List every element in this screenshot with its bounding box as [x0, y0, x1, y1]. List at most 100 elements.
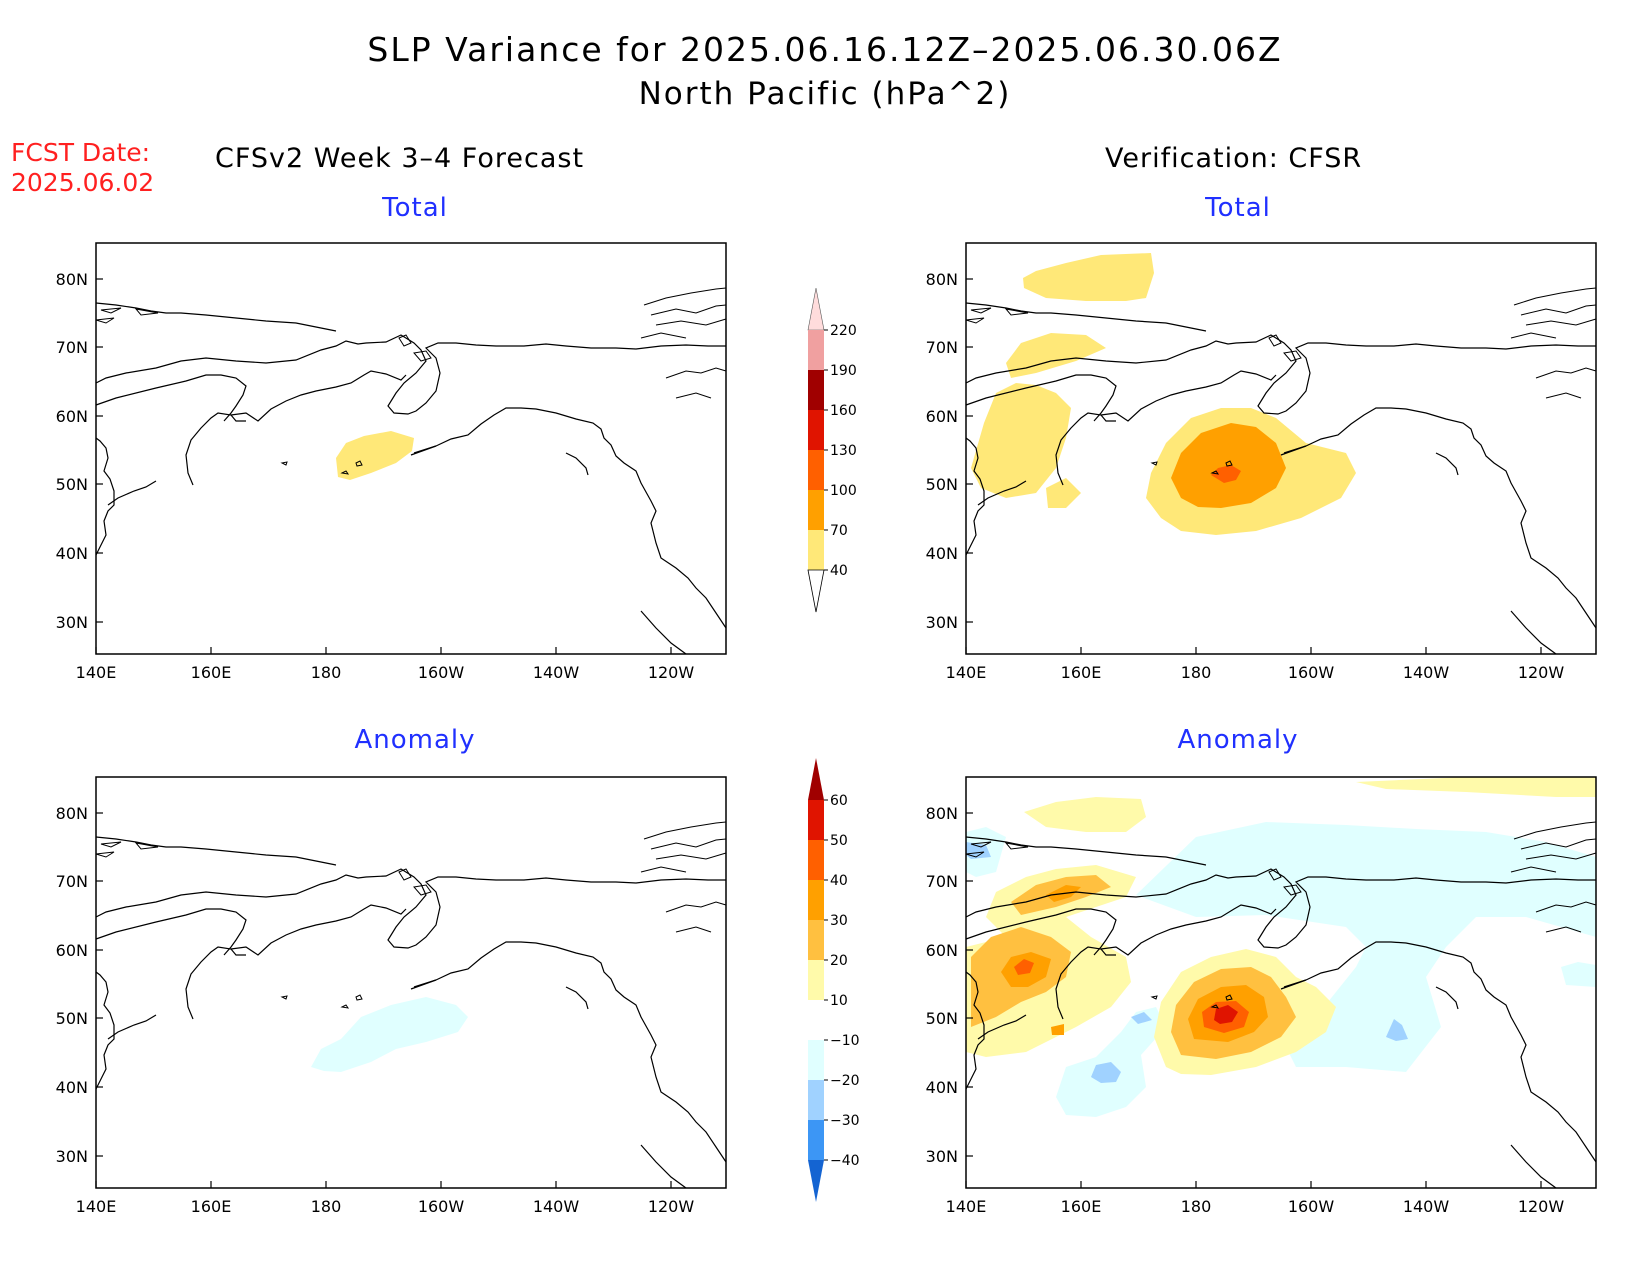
colorbar-total: 220 190 160 130 100 70 40	[807, 287, 857, 613]
colorbar-anomaly-label: 40	[830, 873, 848, 889]
colorbar-total-label: 70	[830, 523, 848, 539]
verification-anomaly-neg20-30-d	[966, 842, 991, 859]
lat-tick-label: 80N	[56, 270, 88, 289]
lat-tick-label: 40N	[926, 1078, 958, 1097]
lat-tick-label: 80N	[926, 804, 958, 823]
lon-tick-label: 160W	[1288, 663, 1335, 682]
colorbar-anomaly-label: 60	[830, 793, 848, 809]
lat-tick-label: 40N	[56, 1078, 88, 1097]
colorbar-anomaly-segment	[808, 960, 824, 1000]
colorbar-anomaly: 60 50 40 30 20 10 −10 −20 −30 −40	[808, 758, 860, 1202]
lon-tick-label: 160E	[191, 1197, 232, 1216]
lat-tick-label: 60N	[926, 941, 958, 960]
lat-tick-label: 70N	[926, 872, 958, 891]
colorbar-anomaly-label: −30	[830, 1113, 860, 1129]
lat-tick-label: 30N	[926, 1147, 958, 1166]
colorbar-anomaly-segment	[808, 1120, 824, 1160]
lon-tick-label: 120W	[648, 663, 695, 682]
lon-tick-label: 140E	[946, 663, 987, 682]
lon-tick-label: 160W	[418, 1197, 465, 1216]
verification-total-west-40-70	[971, 383, 1071, 498]
lon-tick-label: 120W	[648, 1197, 695, 1216]
figure-title: SLP Variance for 2025.06.16.12Z–2025.06.…	[367, 30, 1283, 69]
figure-subtitle: North Pacific (hPa^2)	[638, 76, 1012, 112]
colorbar-total-segment	[808, 330, 824, 370]
forecast-anomaly-subtitle: Anomaly	[354, 725, 476, 755]
verification-anomaly-pos-main-50	[1214, 1005, 1238, 1024]
verification-total-subtitle: Total	[1205, 193, 1271, 223]
colorbar-total-label: 100	[830, 483, 857, 499]
colorbar-total-bottom-arrow	[807, 569, 825, 613]
lon-tick-label: 140W	[533, 663, 580, 682]
colorbar-total-top-arrow	[807, 287, 825, 331]
lon-tick-label: 160E	[1061, 663, 1102, 682]
colorbar-anomaly-segment	[808, 840, 824, 880]
colorbar-anomaly-label: −40	[830, 1153, 860, 1169]
verification-anomaly-pos-small	[1051, 1024, 1064, 1035]
lon-tick-label: 160W	[1288, 1197, 1335, 1216]
lat-tick-label: 50N	[56, 1009, 88, 1028]
verification-total-north-40-70	[1023, 253, 1154, 301]
fcst-date-value: 2025.06.02	[11, 168, 155, 197]
lat-tick-label: 50N	[926, 475, 958, 494]
colorbar-total-label: 40	[830, 563, 848, 579]
lon-tick-label: 160E	[1061, 1197, 1102, 1216]
colorbar-anomaly-bottom-arrow	[808, 1160, 824, 1202]
fcst-date-label: FCST Date:	[11, 138, 151, 167]
lon-tick-label: 120W	[1518, 663, 1565, 682]
lon-tick-label: 180	[1181, 663, 1212, 682]
panel-2-axes: 140E 160E 180 160W 140W 120W 80N 70N 60N 50N 40N 30…	[56, 804, 695, 1216]
forecast-column-heading: CFSv2 Week 3–4 Forecast	[215, 143, 585, 174]
verification-anomaly-neg-east	[1136, 822, 1596, 1072]
colorbar-anomaly-label: 10	[830, 993, 848, 1009]
panel-verification-anomaly	[965, 776, 1597, 1189]
lat-tick-label: 80N	[926, 270, 958, 289]
lat-tick-label: 80N	[56, 804, 88, 823]
colorbar-total-segment	[808, 530, 824, 570]
lon-tick-label: 140W	[533, 1197, 580, 1216]
lat-tick-label: 40N	[56, 544, 88, 563]
lon-tick-label: 160E	[191, 663, 232, 682]
lon-tick-label: 140E	[76, 1197, 117, 1216]
colorbar-total-segment	[808, 410, 824, 450]
lat-tick-label: 60N	[56, 941, 88, 960]
lon-tick-label: 180	[311, 663, 342, 682]
lon-tick-label: 180	[311, 1197, 342, 1216]
colorbar-total-label: 190	[830, 363, 857, 379]
lon-tick-label: 180	[1181, 1197, 1212, 1216]
verification-total-north2-40-70	[1006, 333, 1106, 378]
colorbar-total-segment	[808, 370, 824, 410]
verification-total-main-100-130	[1211, 465, 1241, 483]
verification-anomaly-subtitle: Anomaly	[1177, 725, 1299, 755]
verification-anomaly-pos-west-40	[1014, 959, 1034, 975]
colorbar-anomaly-segment	[808, 800, 824, 840]
lon-tick-label: 120W	[1518, 1197, 1565, 1216]
verification-column-heading: Verification: CFSR	[1105, 143, 1363, 174]
lat-tick-label: 70N	[56, 872, 88, 891]
lon-tick-label: 140E	[76, 663, 117, 682]
panel-3-axes: 140E 160E 180 160W 140W 120W 80N 70N 60N 50N 40N 30…	[926, 804, 1565, 1216]
colorbar-total-segment	[808, 450, 824, 490]
verification-anomaly-neg20-30-c	[1386, 1019, 1408, 1041]
panel-forecast-total	[95, 242, 727, 655]
verification-anomaly-neg-far-east	[1561, 962, 1596, 987]
colorbar-anomaly-segment	[808, 880, 824, 920]
verification-anomaly-neg20-30-b	[1131, 1012, 1152, 1024]
colorbar-anomaly-label: 20	[830, 953, 848, 969]
colorbar-anomaly-label: 30	[830, 913, 848, 929]
verification-anomaly-pos-north1	[1024, 797, 1146, 832]
lat-tick-label: 60N	[56, 407, 88, 426]
lon-tick-label: 160W	[418, 663, 465, 682]
axes-labels: 140E 160E 180 160W 140W 120W 80N 70N 60N 50N 40N 30…	[56, 270, 1565, 1216]
colorbar-anomaly-segment	[808, 1000, 824, 1040]
panel-verification-total	[965, 242, 1597, 655]
colorbar-total-label: 220	[830, 323, 857, 339]
lat-tick-label: 40N	[926, 544, 958, 563]
lat-tick-label: 30N	[56, 613, 88, 632]
lat-tick-label: 30N	[926, 613, 958, 632]
lon-tick-label: 140W	[1403, 1197, 1450, 1216]
verification-total-west2-40-70	[1046, 478, 1081, 508]
lon-tick-label: 140W	[1403, 663, 1450, 682]
forecast-total-40-70-contour	[336, 431, 414, 480]
